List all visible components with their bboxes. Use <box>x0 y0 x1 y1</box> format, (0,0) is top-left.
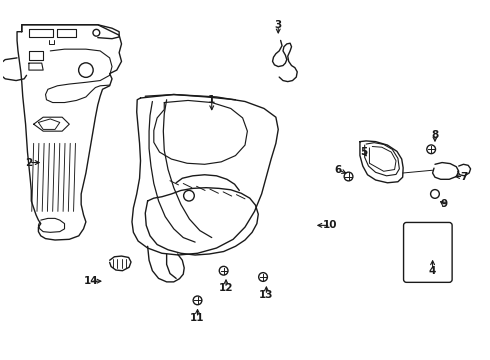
Text: 13: 13 <box>259 290 273 300</box>
Text: 6: 6 <box>334 165 341 175</box>
Text: 9: 9 <box>441 199 448 210</box>
Text: 1: 1 <box>208 95 216 105</box>
Text: 8: 8 <box>431 130 439 140</box>
Text: 10: 10 <box>323 220 338 230</box>
Text: 12: 12 <box>219 283 233 293</box>
Text: 2: 2 <box>25 158 32 167</box>
Text: 4: 4 <box>429 266 436 276</box>
Text: 3: 3 <box>274 20 282 30</box>
FancyBboxPatch shape <box>404 222 452 282</box>
Text: 11: 11 <box>190 313 205 323</box>
Text: 7: 7 <box>460 171 467 181</box>
Text: 5: 5 <box>360 147 368 157</box>
Text: 14: 14 <box>83 276 98 286</box>
